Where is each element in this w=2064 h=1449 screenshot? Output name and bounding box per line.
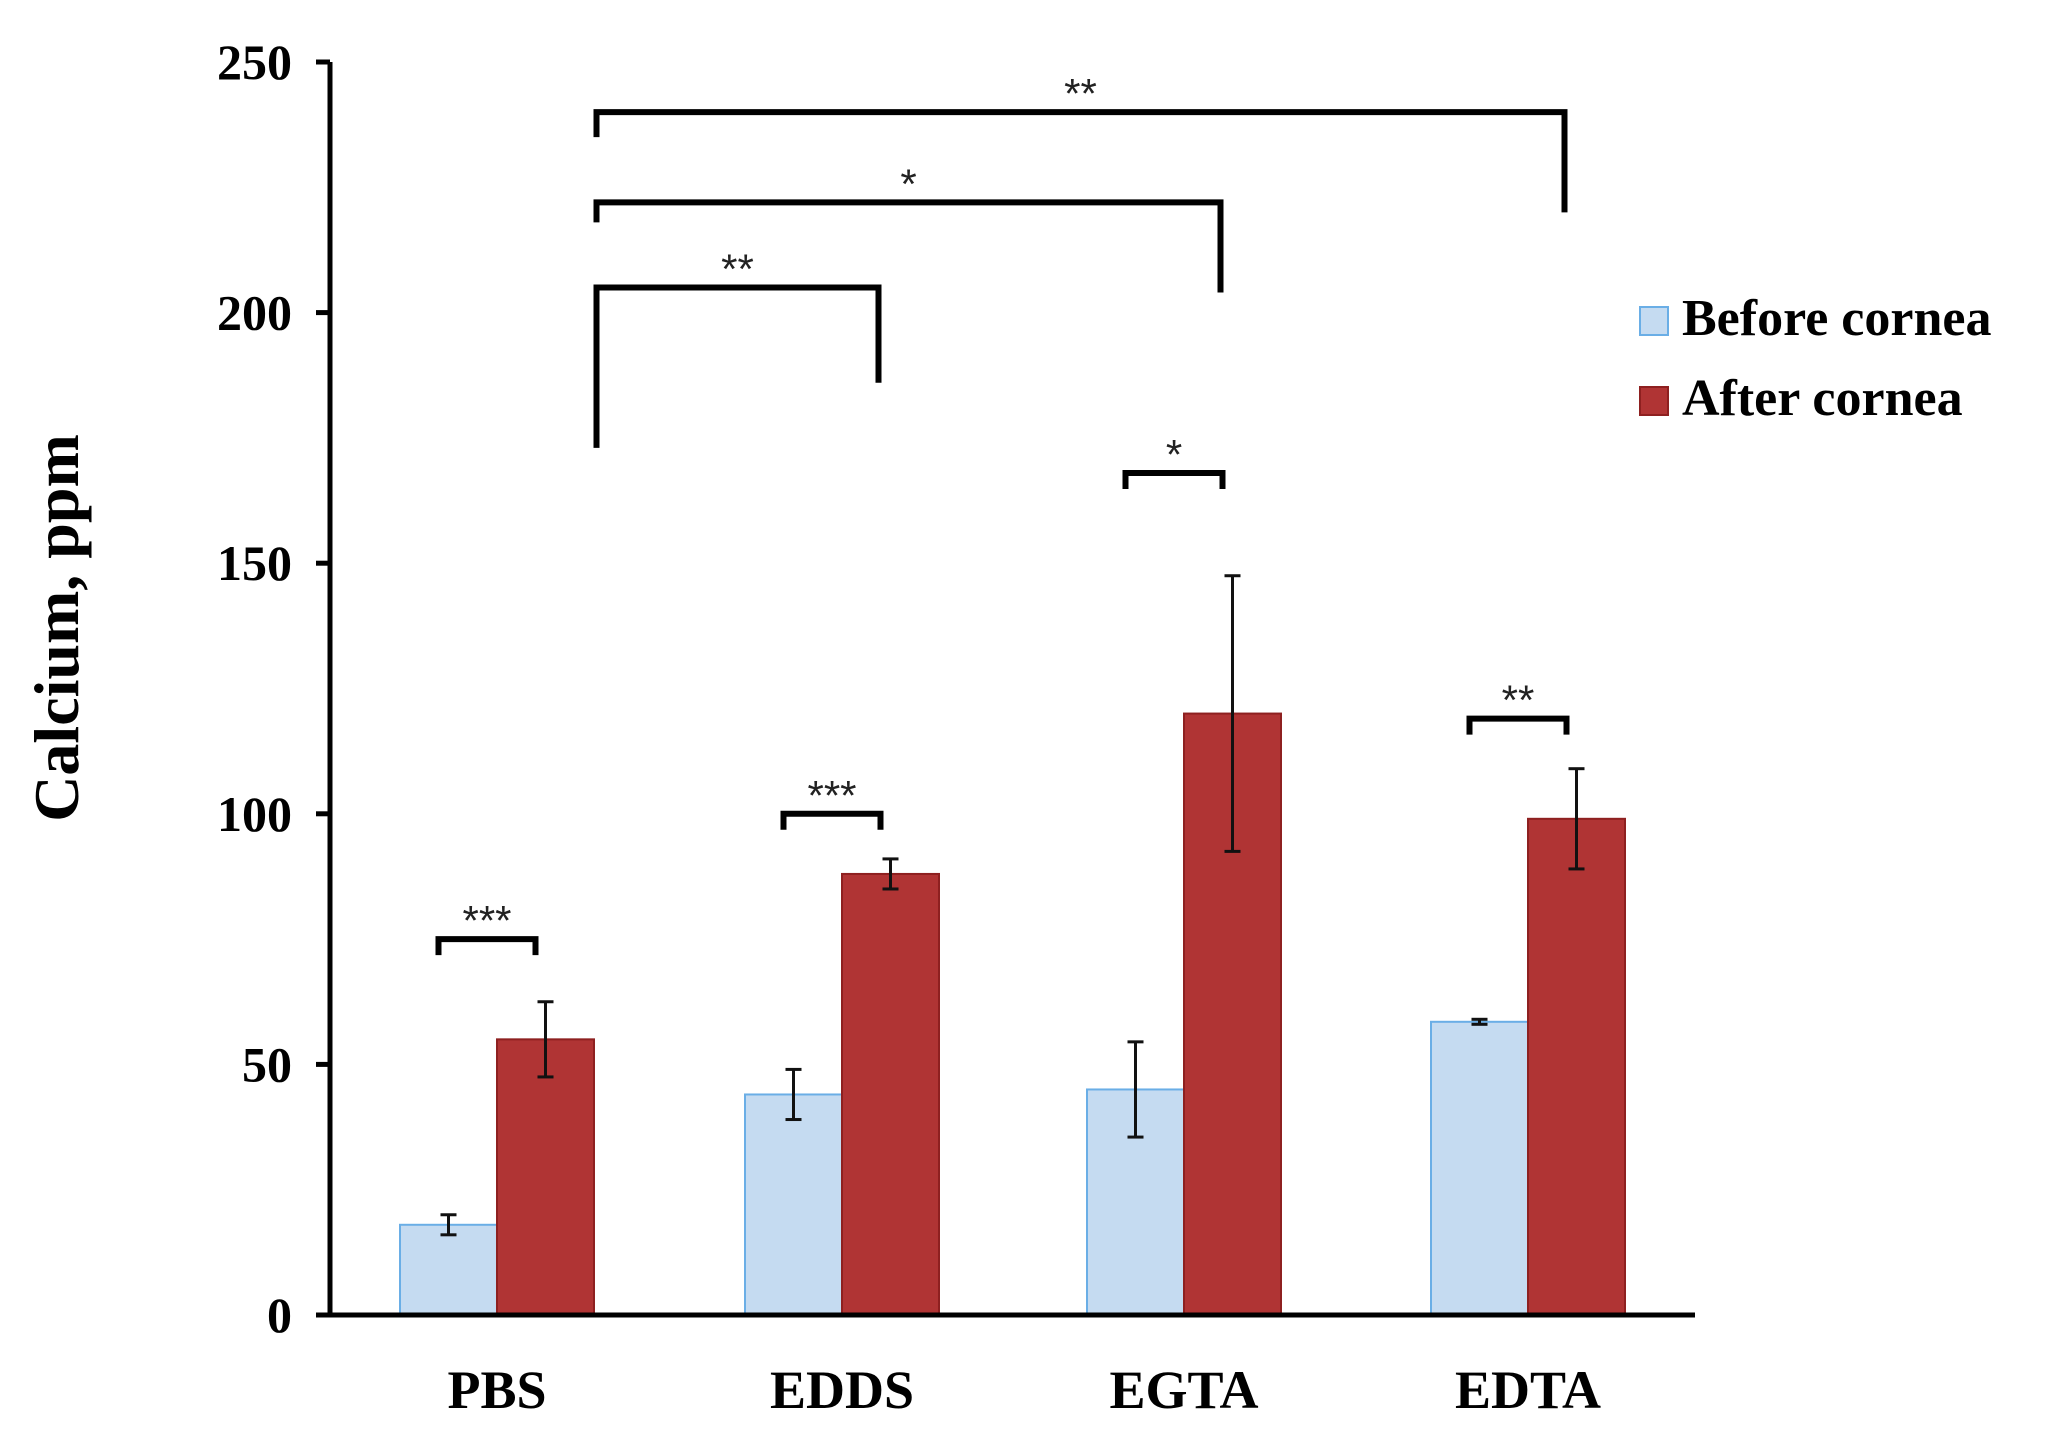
x-tick-label-egta: EGTA bbox=[1109, 1360, 1258, 1420]
y-axis-title: Calcium, ppm bbox=[21, 434, 92, 822]
significance-bracket-2: *** bbox=[780, 772, 884, 830]
significance-label-1: *** bbox=[462, 897, 511, 944]
significance-label-7: ** bbox=[1064, 70, 1097, 117]
error-bar-edta-before bbox=[1471, 1017, 1488, 1026]
significance-label-4: ** bbox=[1502, 677, 1535, 724]
y-tick-label-50: 50 bbox=[242, 1036, 292, 1092]
legend-label-before: Before cornea bbox=[1682, 290, 1991, 347]
bar-edds-after bbox=[841, 872, 940, 1316]
bar-pbs-before bbox=[399, 1223, 498, 1317]
y-tick-label-0: 0 bbox=[267, 1287, 292, 1343]
y-tick-label-100: 100 bbox=[217, 786, 292, 842]
bar-edta-before bbox=[1430, 1020, 1529, 1316]
x-tick-label-pbs: PBS bbox=[447, 1360, 546, 1420]
bar-pbs-after bbox=[496, 1038, 595, 1316]
significance-bracket-4: ** bbox=[1466, 677, 1570, 735]
error-bar-edta-after bbox=[1568, 767, 1585, 871]
significance-label-2: *** bbox=[807, 772, 856, 819]
significance-bracket-7: ** bbox=[593, 70, 1568, 213]
legend: Before cornea After cornea bbox=[1639, 290, 1991, 427]
bars-layer bbox=[399, 712, 1626, 1317]
error-bars-layer bbox=[440, 574, 1585, 1237]
significance-label-3: * bbox=[1166, 431, 1182, 478]
significance-bracket-5: ** bbox=[593, 246, 882, 448]
significance-label-6: * bbox=[900, 160, 916, 207]
legend-label-after: After cornea bbox=[1682, 370, 1963, 427]
y-tick-label-250: 250 bbox=[217, 34, 292, 90]
error-bar-pbs-after bbox=[537, 1000, 554, 1079]
error-bar-egta-after bbox=[1224, 574, 1241, 853]
error-bar-edds-before bbox=[785, 1067, 802, 1122]
error-bar-pbs-before bbox=[440, 1213, 457, 1237]
legend-swatch-after bbox=[1639, 386, 1669, 416]
significance-label-5: ** bbox=[721, 246, 754, 293]
significance-layer: ************** bbox=[435, 70, 1570, 956]
y-tick-label-200: 200 bbox=[217, 285, 292, 341]
significance-bracket-6: * bbox=[593, 160, 1224, 293]
error-bar-edds-after bbox=[882, 857, 899, 891]
y-tick-label-150: 150 bbox=[217, 535, 292, 591]
significance-bracket-1: *** bbox=[435, 897, 539, 956]
legend-swatch-before bbox=[1639, 306, 1669, 336]
bar-edds-before bbox=[744, 1093, 843, 1317]
error-bar-egta-before bbox=[1127, 1040, 1144, 1139]
axes-layer: 0 50 100 150 200 250 PBS EDDS EGTA EDTA bbox=[217, 34, 1695, 1420]
x-tick-label-edta: EDTA bbox=[1455, 1360, 1601, 1420]
bar-edta-after bbox=[1527, 817, 1626, 1316]
x-tick-label-edds: EDDS bbox=[770, 1360, 914, 1420]
significance-bracket-3: * bbox=[1122, 431, 1226, 489]
